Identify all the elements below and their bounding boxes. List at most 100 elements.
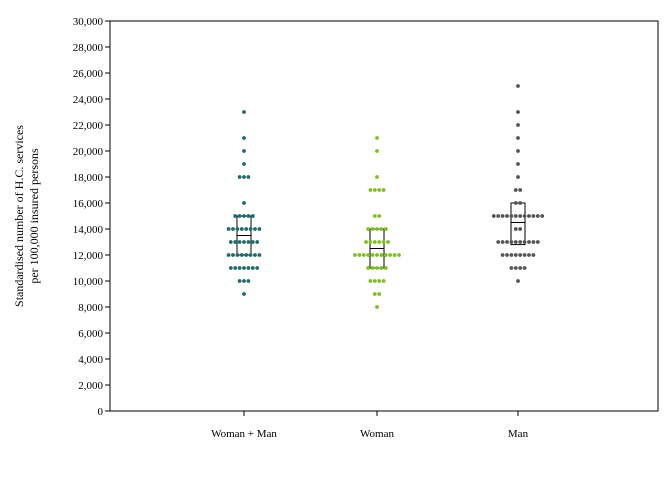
- data-point: [375, 227, 379, 231]
- data-point: [518, 266, 523, 270]
- data-point: [531, 214, 536, 218]
- data-point: [500, 240, 505, 244]
- data-point: [231, 253, 235, 257]
- y-tick-label: 6,000: [78, 328, 103, 340]
- data-point: [248, 253, 253, 257]
- data-point: [246, 214, 251, 218]
- data-point: [383, 253, 388, 257]
- data-point: [531, 240, 536, 244]
- data-point: [375, 266, 379, 270]
- data-point: [372, 240, 377, 244]
- data-point: [242, 266, 246, 270]
- y-tick-label: 28,000: [73, 42, 104, 54]
- data-point: [237, 214, 242, 218]
- data-point: [368, 188, 373, 192]
- data-point: [244, 227, 249, 231]
- data-point: [244, 253, 249, 257]
- data-point: [361, 253, 366, 257]
- data-point: [540, 214, 545, 218]
- data-point: [518, 188, 523, 192]
- data-point: [372, 279, 377, 283]
- data-point: [531, 253, 536, 257]
- data-point: [242, 162, 246, 166]
- data-point: [255, 266, 260, 270]
- data-point: [237, 279, 242, 283]
- data-point: [379, 266, 384, 270]
- data-point: [509, 214, 514, 218]
- data-point: [375, 149, 379, 153]
- data-point: [397, 253, 401, 257]
- data-point: [509, 266, 514, 270]
- data-point: [242, 201, 246, 205]
- data-point: [377, 240, 382, 244]
- data-point: [505, 240, 509, 244]
- data-point: [228, 240, 233, 244]
- data-point: [364, 240, 368, 244]
- data-point: [381, 188, 386, 192]
- data-point: [242, 279, 246, 283]
- y-tick-label: 4,000: [78, 354, 103, 366]
- data-point: [366, 227, 371, 231]
- data-point: [516, 84, 520, 88]
- data-point: [242, 149, 246, 153]
- data-point: [518, 240, 523, 244]
- data-point: [257, 227, 262, 231]
- x-tick-label: Man: [508, 428, 529, 440]
- data-point: [248, 227, 253, 231]
- data-point: [518, 253, 523, 257]
- data-point: [500, 253, 505, 257]
- axes: 0 2,000 4,000 6,000 8,000 10,000 12,000 14,000 1…: [73, 16, 659, 440]
- data-point: [496, 240, 501, 244]
- data-point: [233, 214, 238, 218]
- y-tick-label: 2,000: [78, 380, 103, 392]
- data-point: [370, 227, 375, 231]
- y-tick-label: 20,000: [73, 146, 104, 158]
- data-point: [496, 214, 501, 218]
- data-point: [375, 305, 379, 309]
- y-tick-label: 12,000: [73, 250, 104, 262]
- data-point: [239, 253, 244, 257]
- data-point: [368, 279, 373, 283]
- y-tick-label: 22,000: [73, 120, 104, 132]
- data-point: [379, 227, 384, 231]
- data-point: [383, 266, 388, 270]
- data-point: [353, 253, 357, 257]
- y-tick-label: 8,000: [78, 302, 103, 314]
- y-axis-label-line-2: per 100,000 insured persons: [27, 148, 41, 284]
- iqr-box: [510, 202, 526, 246]
- data-point: [231, 227, 235, 231]
- data-point: [513, 188, 518, 192]
- data-point: [372, 292, 377, 296]
- y-tick-label: 18,000: [73, 172, 104, 184]
- data-point: [505, 253, 509, 257]
- data-point: [522, 266, 527, 270]
- data-point: [242, 175, 246, 179]
- data-point: [513, 253, 518, 257]
- data-point: [516, 175, 520, 179]
- data-point: [253, 253, 257, 257]
- data-point: [250, 240, 255, 244]
- data-point: [516, 110, 520, 114]
- data-point: [500, 214, 505, 218]
- data-point: [368, 240, 373, 244]
- y-tick-label: 16,000: [73, 198, 104, 210]
- y-tick-label: 14,000: [73, 224, 104, 236]
- data-point: [246, 266, 251, 270]
- data-point: [366, 253, 371, 257]
- data-point: [509, 240, 514, 244]
- data-point: [386, 240, 390, 244]
- data-point: [377, 188, 382, 192]
- data-point: [246, 175, 251, 179]
- data-point: [516, 149, 520, 153]
- data-point: [516, 162, 520, 166]
- data-point: [242, 136, 246, 140]
- data-point: [535, 214, 540, 218]
- data-point: [377, 292, 382, 296]
- data-point: [250, 266, 255, 270]
- data-point: [513, 240, 518, 244]
- data-point: [379, 253, 384, 257]
- data-point: [513, 266, 518, 270]
- data-point: [366, 266, 371, 270]
- data-point: [257, 253, 262, 257]
- data-point: [242, 292, 246, 296]
